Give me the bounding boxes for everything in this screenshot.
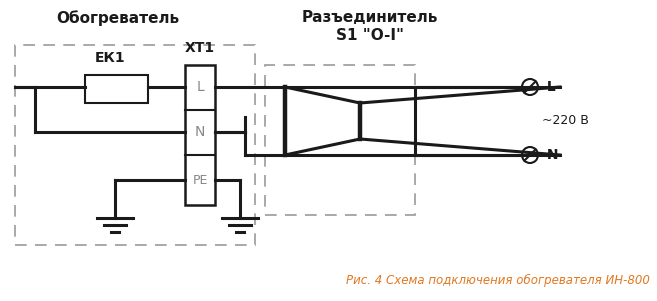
Text: XT1: XT1 [185, 41, 215, 55]
Text: ~220 В: ~220 В [542, 114, 589, 128]
Text: Разъединитель: Разъединитель [302, 11, 438, 26]
Text: L: L [196, 80, 204, 94]
Bar [185, 65, 215, 205]
Text: ЕК1: ЕК1 [95, 51, 125, 65]
Text: L: L [542, 80, 556, 94]
Text: Рис. 4 Схема подключения обогревателя ИН-800: Рис. 4 Схема подключения обогревателя ИН… [346, 273, 650, 287]
Text: PE: PE [193, 173, 208, 187]
Text: N: N [542, 148, 558, 162]
Text: S1 "O-I": S1 "O-I" [336, 29, 404, 44]
Bar [85, 75, 148, 103]
Text: N: N [195, 125, 205, 139]
Text: Обогреватель: Обогреватель [57, 10, 179, 26]
